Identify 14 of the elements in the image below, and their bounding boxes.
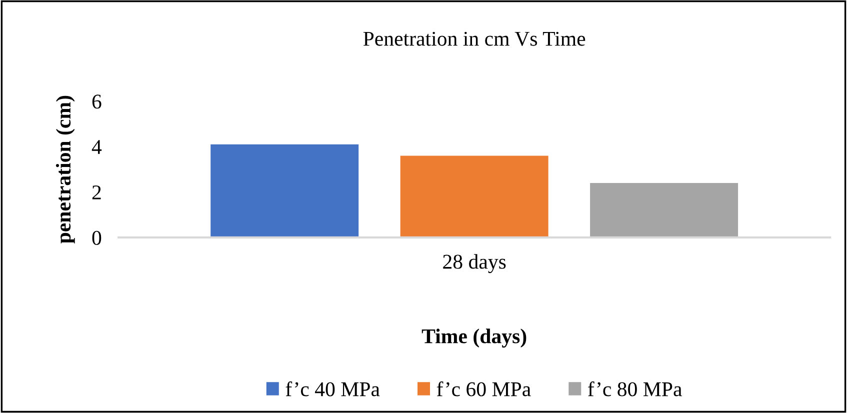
- legend-label: f’c 80 MPa: [588, 381, 682, 396]
- legend-label: f’c 40 MPa: [286, 381, 380, 396]
- y-axis-title: penetration (cm): [56, 96, 75, 244]
- legend-label: f’c 60 MPa: [436, 381, 531, 396]
- bar: [210, 144, 359, 238]
- bar: [400, 156, 548, 238]
- y-tick-label: 6: [92, 94, 102, 109]
- y-tick-label: 2: [92, 185, 101, 200]
- bar: [590, 182, 738, 238]
- chart-title: Penetration in cm Vs Time: [363, 32, 586, 46]
- x-axis-title: Time (days): [422, 328, 526, 348]
- y-tick-label: 0: [92, 230, 102, 245]
- y-tick-label: 4: [92, 140, 102, 154]
- x-tick-label: 28 days: [443, 254, 506, 274]
